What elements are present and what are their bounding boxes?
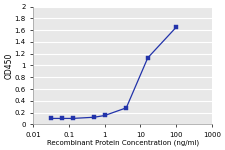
Y-axis label: OD450: OD450 [4,52,13,79]
X-axis label: Recombinant Protein Concentration (ng/ml): Recombinant Protein Concentration (ng/ml… [47,139,199,146]
